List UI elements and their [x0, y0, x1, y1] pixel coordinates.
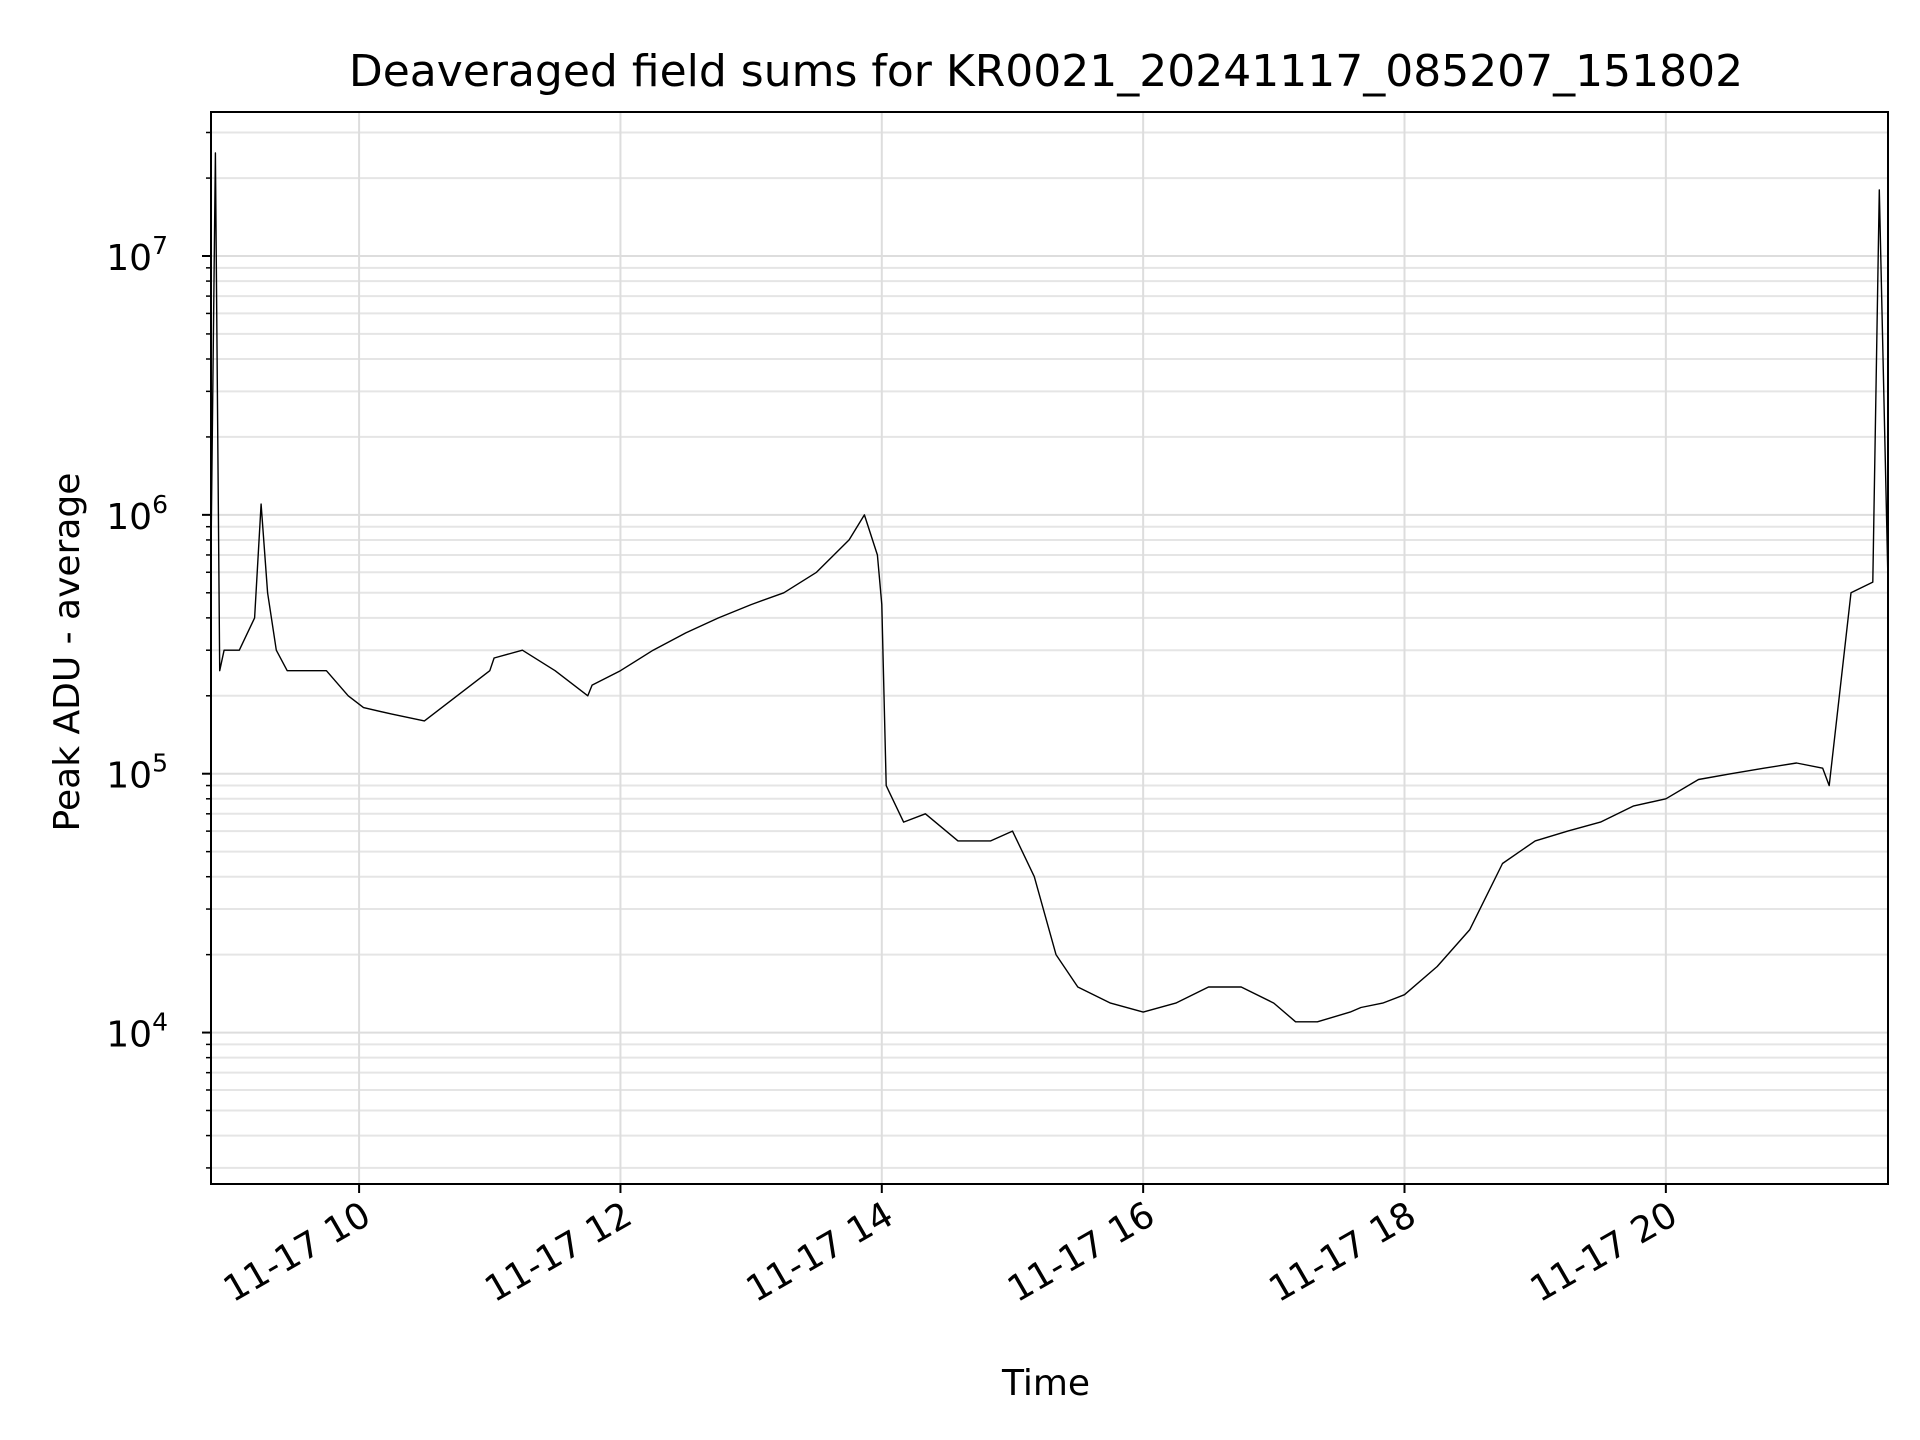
series-line — [210, 152, 1889, 1023]
y-axis-label: Peak ADU - average — [47, 473, 88, 832]
y-axis: 104 105 106 107 — [106, 131, 211, 1169]
grid — [211, 112, 1888, 1184]
series-layer — [210, 152, 1889, 1023]
x-axis-label: Time — [1001, 1363, 1090, 1404]
plot-frame — [210, 111, 1889, 1185]
y-tick-label: 106 — [106, 490, 168, 538]
y-tick-label: 107 — [106, 231, 168, 279]
y-tick-label: 104 — [106, 1008, 168, 1056]
chart-title: Deaveraged field sums for KR0021_2024111… — [349, 46, 1743, 97]
y-tick-label: 105 — [106, 749, 168, 797]
